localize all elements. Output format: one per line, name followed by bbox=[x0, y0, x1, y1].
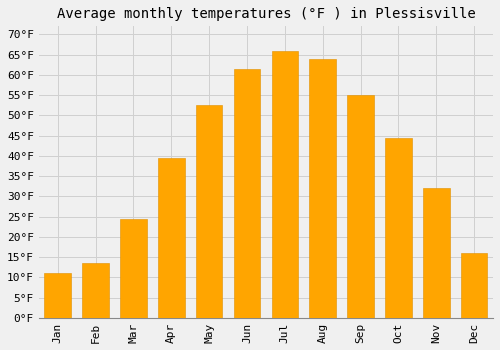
Bar bbox=[310, 59, 336, 318]
Bar bbox=[82, 263, 109, 318]
Bar bbox=[158, 158, 184, 318]
Bar bbox=[120, 219, 146, 318]
Bar bbox=[44, 273, 71, 318]
Bar bbox=[423, 188, 450, 318]
Title: Average monthly temperatures (°F ) in Plessisville: Average monthly temperatures (°F ) in Pl… bbox=[56, 7, 476, 21]
Bar bbox=[385, 138, 411, 318]
Bar bbox=[234, 69, 260, 318]
Bar bbox=[196, 105, 222, 318]
Bar bbox=[461, 253, 487, 318]
Bar bbox=[272, 51, 298, 318]
Bar bbox=[348, 95, 374, 318]
